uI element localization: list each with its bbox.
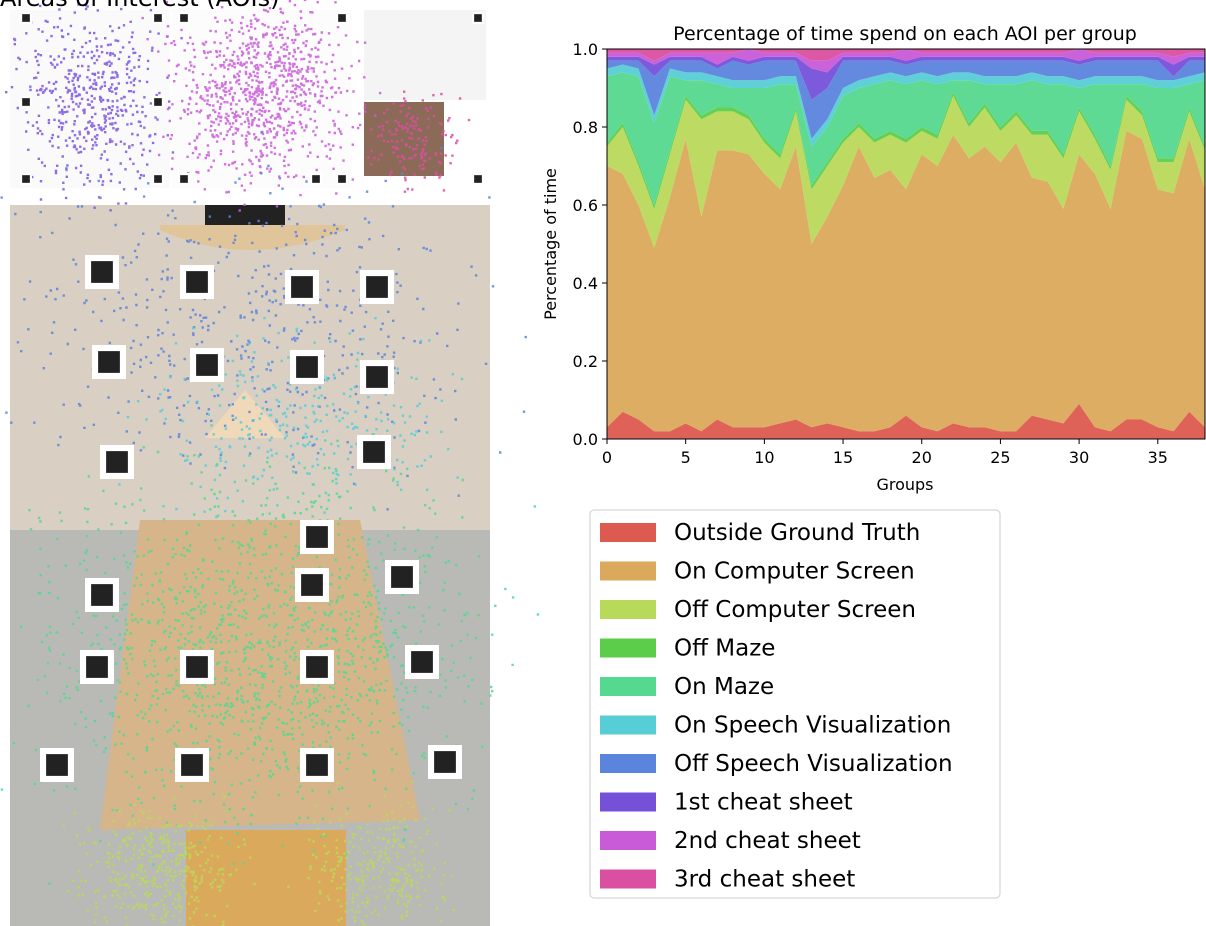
legend-label: Off Maze (674, 636, 775, 662)
area (607, 130, 1205, 432)
marker-code (391, 566, 413, 588)
legend-label: 1st cheat sheet (674, 790, 853, 816)
legend-label: On Speech Visualization (674, 713, 951, 739)
legend-label: 3rd cheat sheet (674, 867, 855, 893)
x-tick-label: 5 (681, 448, 691, 467)
legend-swatch (600, 561, 656, 581)
marker-code (154, 14, 162, 22)
y-axis-label: Percentage of time (541, 168, 560, 320)
photo-panel (10, 10, 490, 926)
marker-code (296, 356, 318, 378)
area (607, 403, 1205, 439)
marker-code (86, 656, 108, 678)
area (607, 60, 1205, 139)
marker-code (154, 175, 162, 183)
marker-code (366, 366, 388, 388)
marker-code (338, 14, 346, 22)
marker-code (22, 14, 30, 22)
legend-label: Outside Ground Truth (674, 520, 920, 546)
x-tick-label: 15 (833, 448, 853, 467)
marker-code (306, 656, 328, 678)
marker-code (22, 98, 30, 106)
marker-code (196, 354, 218, 376)
marker-code (46, 754, 68, 776)
marker-code (312, 175, 320, 183)
x-tick-label: 35 (1148, 448, 1168, 467)
legend-swatch (600, 600, 656, 619)
x-tick-label: 30 (1069, 448, 1089, 467)
chart: 0.0 0.2 0.4 0.6 0.8 1.0 0 5 10 15 20 25 30 35 Percenta… (541, 23, 1206, 899)
legend-swatch (600, 677, 656, 696)
marker-code (434, 751, 456, 773)
gaze-dots (0, 0, 540, 926)
marker-code (186, 656, 208, 678)
legend-swatch (600, 792, 656, 812)
marker-code (22, 175, 30, 183)
y-tick-label: 1.0 (573, 40, 598, 59)
gaze-dot-cloud (141, 0, 382, 212)
marker-code (474, 14, 482, 22)
y-tick-label: 0.0 (573, 430, 598, 449)
robot-photo (364, 102, 444, 176)
shelf (160, 225, 345, 250)
marker-code (474, 175, 482, 183)
screen-panel-1 (10, 10, 170, 188)
legend-swatch (600, 831, 656, 850)
bar-device (205, 205, 285, 227)
marker-code (106, 451, 128, 473)
legend-label: On Computer Screen (674, 559, 915, 585)
marker-code (366, 276, 388, 298)
area (607, 95, 1205, 248)
x-tick-label: 10 (754, 448, 774, 467)
legend-label: Off Computer Screen (674, 597, 916, 623)
area (607, 56, 1205, 100)
x-tick-label: 20 (912, 448, 932, 467)
marker-code (338, 175, 346, 183)
marker-code (363, 441, 385, 463)
x-axis-label: Groups (876, 475, 933, 494)
legend-swatch (600, 869, 656, 889)
legend-label: Off Speech Visualization (674, 751, 953, 777)
marker-code (180, 14, 188, 22)
marker-code (91, 584, 113, 606)
area (607, 49, 1205, 61)
marker-code (306, 754, 328, 776)
gaze-dot-cloud (5, 3, 183, 212)
x-tick-label: 25 (990, 448, 1010, 467)
area (607, 64, 1205, 147)
legend-label: On Maze (674, 674, 774, 700)
marker-code (306, 526, 328, 548)
legend-swatch (600, 523, 656, 542)
left-title: Areas of Interest (AOIs) (0, 0, 279, 12)
legend-label: 2nd cheat sheet (674, 828, 861, 854)
marker-code (154, 98, 162, 106)
legend-box (589, 509, 1001, 899)
marker-code (180, 175, 188, 183)
marker-code (301, 574, 323, 596)
screen-panel-3 (364, 10, 486, 100)
marker-code (411, 651, 433, 673)
y-tick-label: 0.4 (573, 274, 598, 293)
x-tick-label: 0 (602, 448, 612, 467)
y-tick-label: 0.6 (573, 196, 598, 215)
plot-frame (606, 48, 1206, 440)
y-tick-label: 0.8 (573, 118, 598, 137)
marker-code (181, 754, 203, 776)
gaze-dot-cloud (287, 780, 455, 926)
marker-code (291, 276, 313, 298)
chart-title: Percentage of time spend on each AOI per… (673, 23, 1137, 45)
fiducial-markers (20, 12, 484, 782)
legend-swatch (600, 715, 656, 735)
legend-swatch (600, 754, 656, 773)
area (607, 72, 1205, 206)
marker-code (186, 271, 208, 293)
area (607, 49, 1205, 73)
marker-code (98, 351, 120, 373)
y-tick-label: 0.2 (573, 352, 598, 371)
marker-code (91, 261, 113, 283)
screen-area (186, 830, 346, 926)
legend-swatch (600, 638, 656, 658)
